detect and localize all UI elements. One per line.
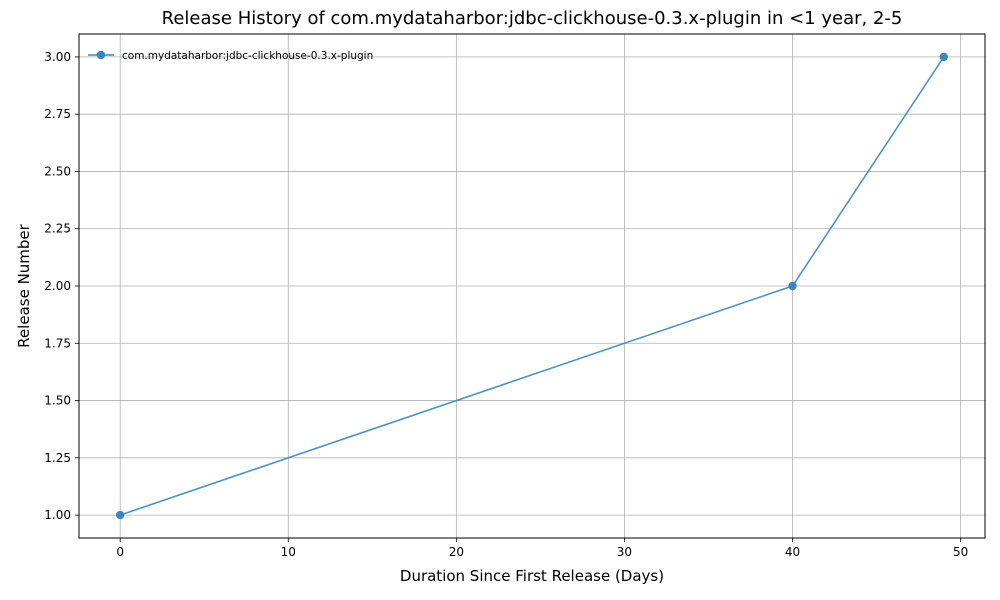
x-tick-label: 40 [785, 545, 800, 559]
tick-layer: 0 10 20 30 40 50 1.00 1.25 1.50 1.75 2.00 2.25 2.50 2… [44, 50, 968, 559]
data-point [115, 510, 125, 520]
y-tick-label: 1.75 [44, 336, 71, 350]
x-tick-label: 20 [449, 545, 464, 559]
grid-layer [79, 34, 985, 538]
y-tick-label: 1.00 [44, 508, 71, 522]
y-tick-label: 2.75 [44, 107, 71, 121]
y-tick-label: 2.50 [44, 164, 71, 178]
y-tick-label: 1.50 [44, 394, 71, 408]
y-tick-label: 1.25 [44, 451, 71, 465]
series-layer [115, 52, 949, 520]
x-tick-label: 10 [281, 545, 296, 559]
x-tick-label: 0 [116, 545, 124, 559]
y-axis-title: Release Number [15, 223, 33, 347]
y-tick-label: 2.25 [44, 222, 71, 236]
data-point [788, 281, 797, 291]
x-tick-label: 30 [617, 545, 632, 559]
legend-label: com.mydataharbor:jdbc-clickhouse-0.3.x-p… [122, 50, 373, 62]
x-axis-title: Duration Since First Release (Days) [400, 567, 664, 585]
y-tick-label: 3.00 [44, 50, 71, 64]
legend: com.mydataharbor:jdbc-clickhouse-0.3.x-p… [88, 50, 373, 62]
x-tick-label: 50 [953, 545, 968, 559]
chart-title: Release History of com.mydataharbor:jdbc… [162, 8, 903, 29]
legend-marker [96, 50, 106, 60]
y-tick-label: 2.00 [44, 279, 71, 293]
data-point [939, 52, 949, 62]
